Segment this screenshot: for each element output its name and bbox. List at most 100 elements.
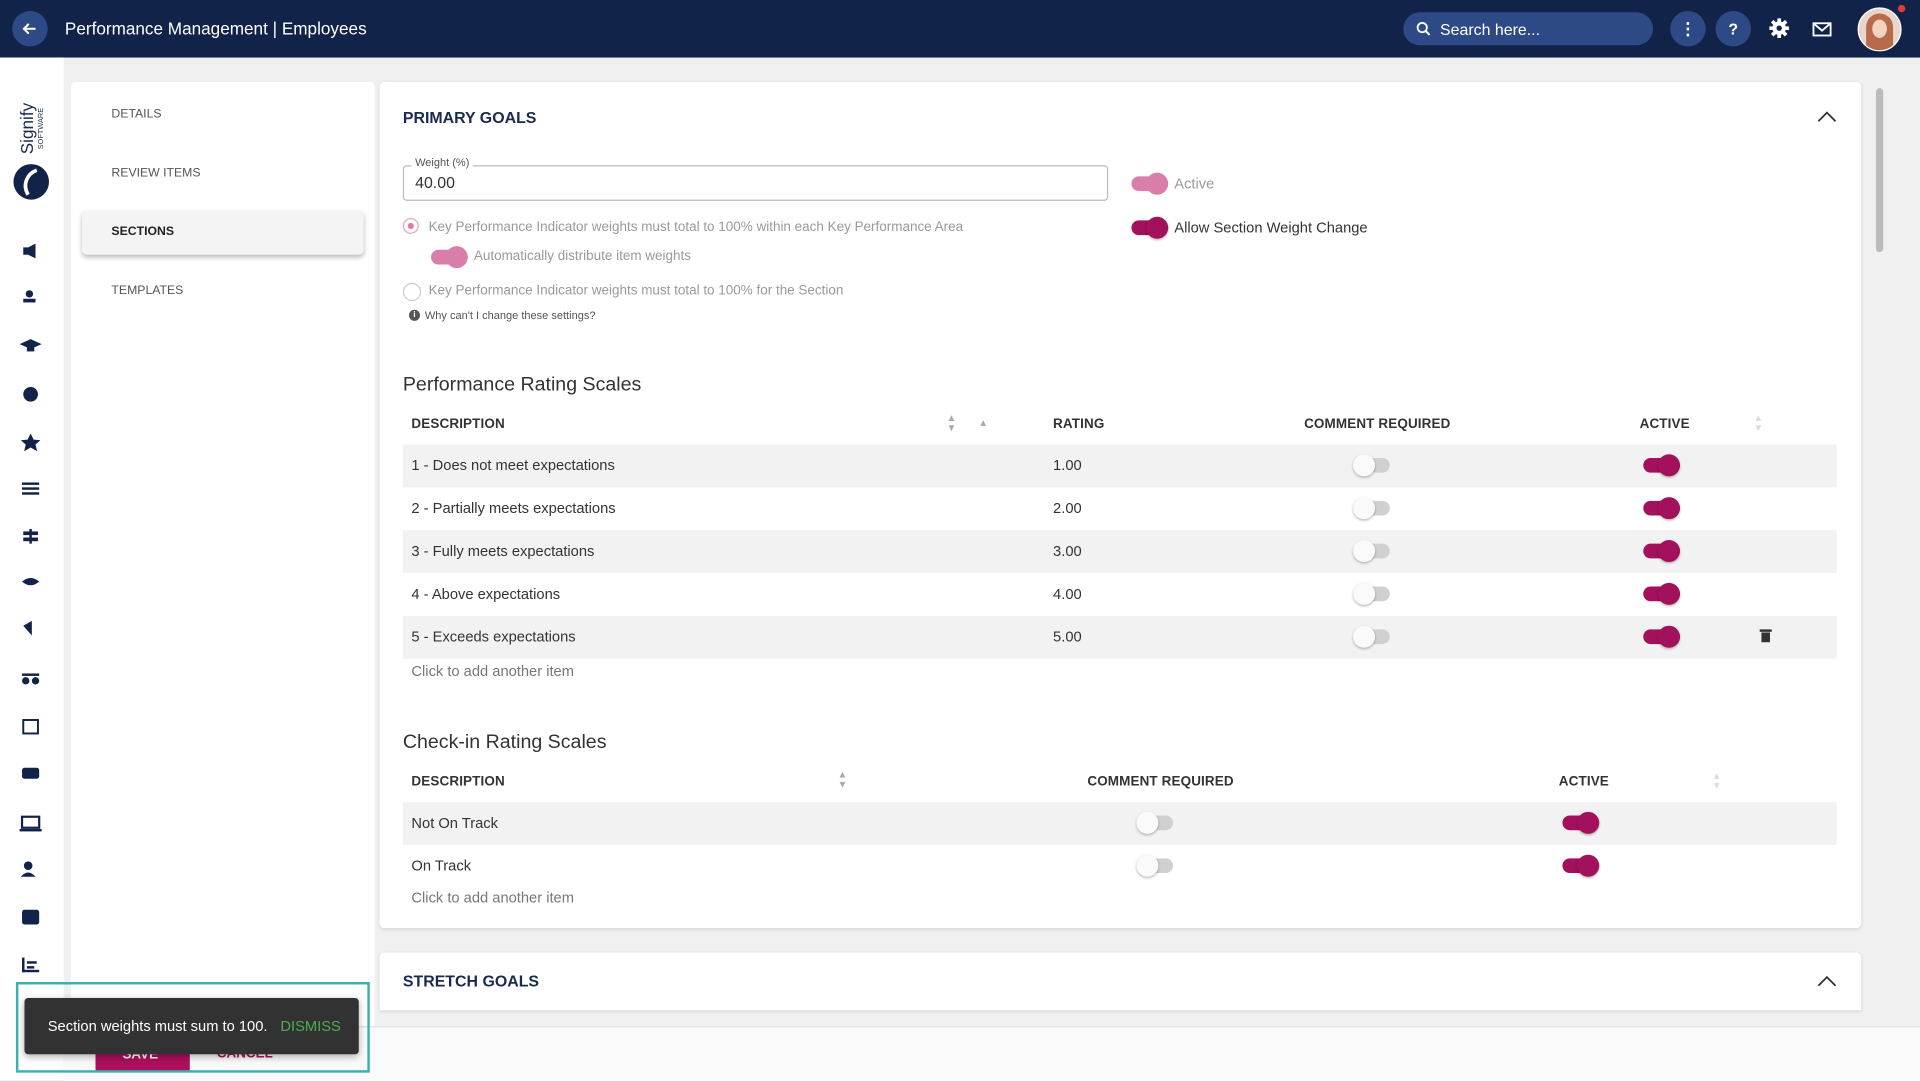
toggle[interactable] <box>1562 853 1600 877</box>
toggle-knob <box>1657 625 1680 648</box>
toggle-knob <box>1657 582 1680 605</box>
toggle-knob <box>1657 497 1680 520</box>
nav-item[interactable]: SECTIONS <box>111 225 175 239</box>
toggle[interactable] <box>1136 811 1174 835</box>
toggle-knob <box>1136 811 1159 834</box>
toggle-knob <box>1353 454 1376 477</box>
collapse-chevron[interactable] <box>1817 110 1837 122</box>
add-item[interactable]: Click to add another item <box>411 662 574 680</box>
sort-icon[interactable]: ▲ ▼ <box>946 412 957 434</box>
action-bar <box>63 1026 1920 1081</box>
radio-empty <box>402 282 422 302</box>
toggle-knob <box>1353 497 1376 520</box>
scroll-thumb[interactable] <box>1875 88 1884 253</box>
radio-selected <box>402 217 419 234</box>
sort-icon[interactable]: ▲ <box>978 417 989 429</box>
row-description[interactable]: On Track <box>411 857 472 875</box>
toggle[interactable] <box>1643 496 1680 520</box>
radio-dot <box>407 222 414 229</box>
toggle[interactable] <box>1643 582 1680 606</box>
auto-distribute-label: Automatically distribute item weights <box>473 249 691 264</box>
collapse-chevron[interactable] <box>1817 975 1837 987</box>
toggle[interactable] <box>1643 539 1680 563</box>
sort-icon[interactable]: ▲ ▼ <box>1711 770 1722 792</box>
toggle[interactable] <box>1131 216 1169 240</box>
row-rating[interactable]: 5.00 <box>1053 628 1082 646</box>
row-description[interactable]: 2 - Partially meets expectations <box>411 499 616 517</box>
toggle[interactable] <box>1136 853 1174 877</box>
row-description[interactable]: 3 - Fully meets expectations <box>411 542 595 560</box>
rail-icons <box>19 243 42 973</box>
toggle-knob <box>1657 540 1680 563</box>
row-description[interactable]: 1 - Does not meet expectations <box>411 456 615 474</box>
avatar-face <box>1872 19 1887 38</box>
row-rating[interactable]: 4.00 <box>1053 585 1082 603</box>
table-row-bg <box>402 802 1837 845</box>
toggle-knob <box>1353 582 1376 605</box>
col-header[interactable]: ACTIVE <box>1558 774 1609 790</box>
brand-logo <box>13 164 49 200</box>
col-header[interactable]: DESCRIPTION <box>411 774 505 790</box>
toggle[interactable] <box>1643 453 1680 477</box>
stretch-panel <box>379 952 1862 1011</box>
col-header[interactable]: ACTIVE <box>1639 416 1690 432</box>
more-button[interactable]: ⋮ <box>1670 11 1706 47</box>
toggle-knob <box>1136 854 1159 877</box>
toggle[interactable] <box>1353 582 1390 606</box>
table-row-bg <box>402 530 1837 574</box>
toggle[interactable] <box>1353 453 1390 477</box>
nav-item[interactable]: TEMPLATES <box>111 284 184 298</box>
page-title: Performance Management | Employees <box>64 18 367 38</box>
row-rating[interactable]: 3.00 <box>1053 542 1082 560</box>
sort-icon[interactable]: ▲ ▼ <box>837 768 848 790</box>
toggle[interactable] <box>1353 624 1390 648</box>
toggle[interactable] <box>431 245 468 269</box>
help-button[interactable]: ? <box>1715 11 1752 47</box>
toggle-knob <box>1146 172 1169 195</box>
nav-item[interactable]: DETAILS <box>111 107 162 122</box>
table-row-bg <box>402 444 1837 488</box>
row-description[interactable]: 5 - Exceeds expectations <box>411 628 576 646</box>
add-item[interactable]: Click to add another item <box>411 888 574 907</box>
back-button[interactable] <box>12 11 48 47</box>
delete-icon[interactable] <box>1759 628 1772 643</box>
sort-icon[interactable]: ▲ ▼ <box>1753 412 1764 434</box>
row-rating[interactable]: 1.00 <box>1053 456 1082 474</box>
toggle[interactable] <box>1353 496 1390 520</box>
perf-scales-title: Performance Rating Scales <box>402 374 642 396</box>
nav-active-card <box>82 210 364 255</box>
row-description[interactable]: Not On Track <box>411 814 498 832</box>
search-box[interactable]: Search here... <box>1403 12 1654 46</box>
toast-dismiss[interactable]: DISMISS <box>280 1017 341 1035</box>
weight-field[interactable] <box>402 165 1109 201</box>
search-placeholder: Search here... <box>1440 19 1540 38</box>
toggle[interactable] <box>1131 171 1169 195</box>
help-link[interactable]: Why can't I change these settings? <box>424 309 596 322</box>
icon-rail <box>0 57 64 1080</box>
weight-label: Weight (%) <box>411 157 474 169</box>
nav-item[interactable]: REVIEW ITEMS <box>111 166 201 180</box>
mail-icon[interactable] <box>1812 18 1834 39</box>
row-description[interactable]: 4 - Above expectations <box>411 585 561 603</box>
scrollbar[interactable] <box>1873 76 1885 1009</box>
col-header[interactable]: RATING <box>1053 416 1105 432</box>
brand-sub: SOFTWARE <box>37 107 46 150</box>
col-header[interactable]: COMMENT REQUIRED <box>1087 774 1234 790</box>
toggle[interactable] <box>1643 624 1680 648</box>
section-title: PRIMARY GOALS <box>402 108 537 127</box>
settings-icon[interactable] <box>1768 17 1790 39</box>
col-header[interactable]: DESCRIPTION <box>411 416 505 432</box>
option-within-area: Key Performance Indicator weights must t… <box>428 219 964 235</box>
highlight-box <box>15 982 370 1073</box>
avatar[interactable] <box>1857 7 1902 52</box>
info-icon: i <box>408 309 420 321</box>
stretch-title: STRETCH GOALS <box>402 971 540 990</box>
section-panel <box>379 82 1862 929</box>
toggle-knob <box>1146 216 1169 239</box>
col-header[interactable]: COMMENT REQUIRED <box>1304 416 1451 432</box>
row-rating[interactable]: 2.00 <box>1053 499 1082 517</box>
toast-message: Section weights must sum to 100. <box>47 1017 268 1035</box>
toggle[interactable] <box>1562 811 1600 835</box>
toggle[interactable] <box>1353 539 1390 563</box>
